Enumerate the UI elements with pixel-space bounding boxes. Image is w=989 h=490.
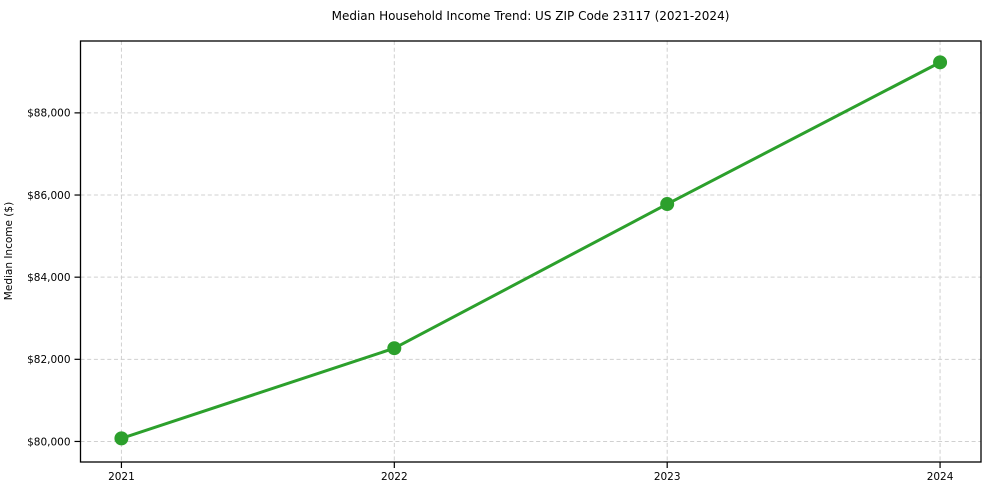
- x-tick-label: 2022: [381, 471, 408, 483]
- data-point-marker: [387, 341, 402, 356]
- y-tick-label: $84,000: [27, 272, 70, 284]
- data-point-marker: [933, 55, 948, 70]
- income-trend-line: [119, 60, 942, 440]
- x-tick-label: 2021: [108, 471, 135, 483]
- data-point-marker: [660, 197, 675, 212]
- y-axis-title: Median Income ($): [3, 201, 15, 301]
- y-tick-label: $88,000: [27, 108, 70, 120]
- plot-border: [79, 40, 982, 463]
- chart-title: Median Household Income Trend: US ZIP Co…: [331, 9, 730, 23]
- x-tick-label: 2023: [654, 471, 681, 483]
- data-point-marker: [114, 431, 129, 446]
- y-tick-label: $82,000: [27, 354, 70, 366]
- y-tick-label: $86,000: [27, 190, 70, 202]
- x-tick-label: 2024: [927, 471, 954, 483]
- y-tick-label: $80,000: [27, 436, 70, 448]
